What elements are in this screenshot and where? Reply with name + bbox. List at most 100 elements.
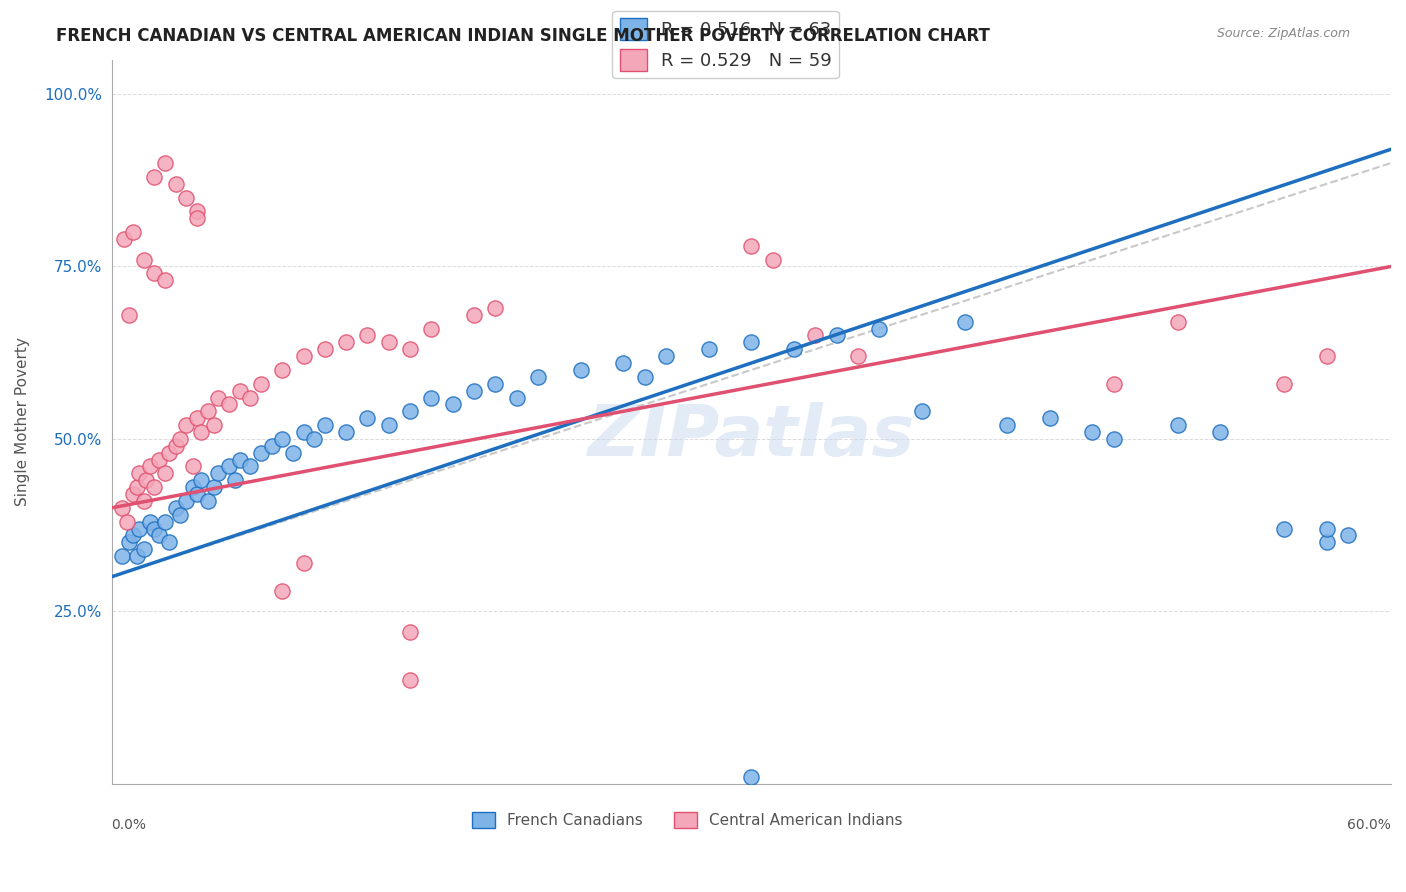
Point <box>271 363 294 377</box>
Point <box>207 391 229 405</box>
Point <box>169 508 191 522</box>
Point <box>127 480 149 494</box>
Point <box>228 452 250 467</box>
Point <box>181 480 204 494</box>
Point <box>224 473 246 487</box>
Text: 0.0%: 0.0% <box>111 818 146 832</box>
Point <box>132 494 155 508</box>
Point <box>463 308 485 322</box>
Point <box>1316 522 1339 536</box>
Point <box>911 404 934 418</box>
Point <box>186 204 208 219</box>
Point <box>148 528 170 542</box>
Point <box>207 467 229 481</box>
Point <box>1081 425 1104 439</box>
Point <box>132 252 155 267</box>
Point <box>1039 411 1062 425</box>
Point <box>250 376 273 391</box>
Point <box>165 439 187 453</box>
Point <box>420 391 443 405</box>
Point <box>399 624 422 639</box>
Point <box>335 425 357 439</box>
Point <box>174 190 197 204</box>
Point <box>271 432 294 446</box>
Point <box>292 425 315 439</box>
Point <box>153 156 176 170</box>
Point <box>139 515 162 529</box>
Point <box>846 349 869 363</box>
Point <box>239 391 262 405</box>
Point <box>165 177 187 191</box>
Point <box>186 487 208 501</box>
Point <box>292 349 315 363</box>
Point <box>655 349 678 363</box>
Point <box>399 343 422 357</box>
Point <box>169 432 191 446</box>
Point <box>463 384 485 398</box>
Point <box>143 169 166 184</box>
Point <box>281 445 304 459</box>
Point <box>115 515 138 529</box>
Point <box>128 467 150 481</box>
Point <box>197 494 219 508</box>
Point <box>868 321 890 335</box>
Point <box>1102 432 1125 446</box>
Point <box>174 418 197 433</box>
Point <box>143 480 166 494</box>
Point <box>228 384 250 398</box>
Point <box>111 549 134 563</box>
Point <box>122 225 145 239</box>
Point <box>157 445 180 459</box>
Point <box>356 411 378 425</box>
Point <box>143 266 166 280</box>
Point <box>197 404 219 418</box>
Point <box>740 770 762 784</box>
Point <box>314 343 336 357</box>
Point <box>378 335 401 350</box>
Point <box>122 487 145 501</box>
Point <box>634 369 657 384</box>
Point <box>740 239 762 253</box>
Point <box>135 473 157 487</box>
Text: 60.0%: 60.0% <box>1347 818 1391 832</box>
Point <box>202 418 225 433</box>
Point <box>356 328 378 343</box>
Point <box>143 522 166 536</box>
Point <box>181 459 204 474</box>
Point <box>132 542 155 557</box>
Point <box>506 391 529 405</box>
Point <box>292 556 315 570</box>
Point <box>1167 418 1189 433</box>
Point <box>335 335 357 350</box>
Point <box>825 328 848 343</box>
Point <box>1102 376 1125 391</box>
Point <box>740 335 762 350</box>
Point <box>250 445 273 459</box>
Text: Source: ZipAtlas.com: Source: ZipAtlas.com <box>1216 27 1350 40</box>
Point <box>378 418 401 433</box>
Point <box>1167 315 1189 329</box>
Point <box>122 528 145 542</box>
Point <box>190 425 212 439</box>
Point <box>111 500 134 515</box>
Y-axis label: Single Mother Poverty: Single Mother Poverty <box>15 337 30 506</box>
Point <box>218 397 240 411</box>
Point <box>1337 528 1360 542</box>
Point <box>302 432 325 446</box>
Point <box>484 301 506 315</box>
Point <box>148 452 170 467</box>
Point <box>202 480 225 494</box>
Point <box>314 418 336 433</box>
Point <box>697 343 720 357</box>
Point <box>153 515 176 529</box>
Point <box>153 467 176 481</box>
Point <box>399 404 422 418</box>
Point <box>186 211 208 226</box>
Text: ZIPatlas: ZIPatlas <box>588 401 915 471</box>
Point <box>527 369 550 384</box>
Point <box>260 439 283 453</box>
Point <box>953 315 976 329</box>
Point <box>271 583 294 598</box>
Point <box>783 343 806 357</box>
Point <box>112 232 135 246</box>
